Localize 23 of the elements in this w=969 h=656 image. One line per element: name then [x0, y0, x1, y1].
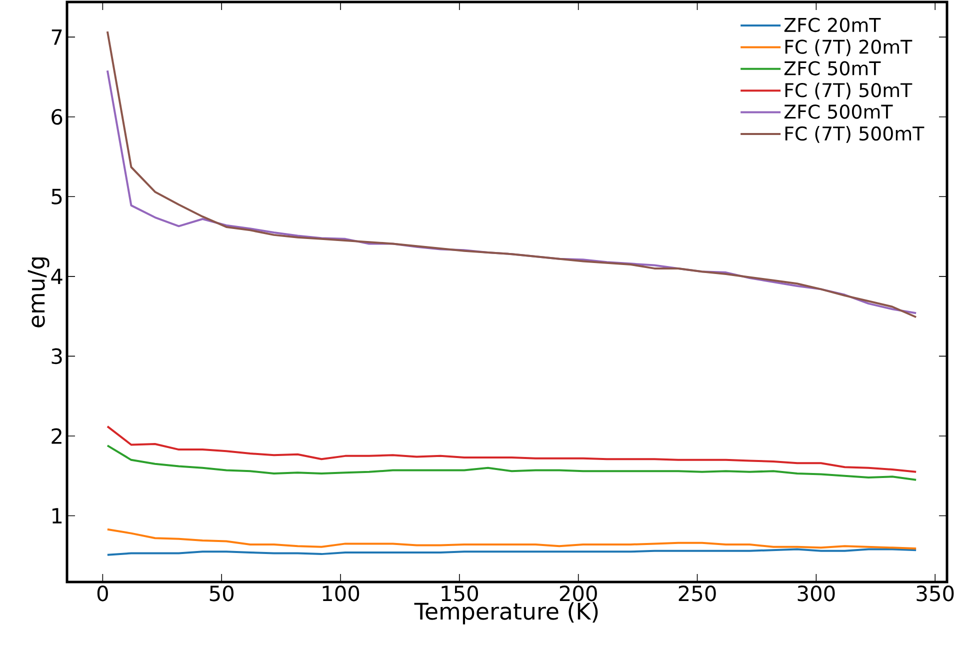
legend-label: FC (7T) 50mT [785, 82, 912, 100]
y-tick-label: 7 [52, 29, 62, 45]
x-tick-label: 250 [678, 586, 716, 602]
legend-label: ZFC 500mT [784, 104, 893, 119]
legend-label: FC (7T) 500mT [785, 126, 924, 143]
y-tick-label: 5 [52, 188, 62, 204]
x-tick-label: 0 [97, 586, 108, 602]
x-tick-label: 200 [560, 586, 597, 602]
legend-label: FC (7T) 20mT [785, 39, 912, 56]
x-axis-title: Temperature (K) [414, 602, 598, 624]
y-tick-label: 2 [52, 428, 62, 444]
x-tick-label: 50 [210, 586, 234, 602]
x-tick-label: 100 [322, 586, 360, 602]
x-tick-label: 350 [916, 586, 954, 602]
x-tick-label: 300 [798, 586, 835, 602]
y-tick-label: 3 [52, 348, 62, 364]
legend-label: ZFC 20mT [784, 18, 881, 32]
y-axis-title: emu/g [28, 257, 50, 328]
y-tick-label: 6 [52, 108, 62, 125]
x-tick-label: 150 [442, 586, 478, 602]
y-tick-label: 4 [51, 268, 62, 284]
legend-label: ZFC 50mT [784, 61, 881, 76]
y-tick-label: 1 [52, 508, 62, 524]
